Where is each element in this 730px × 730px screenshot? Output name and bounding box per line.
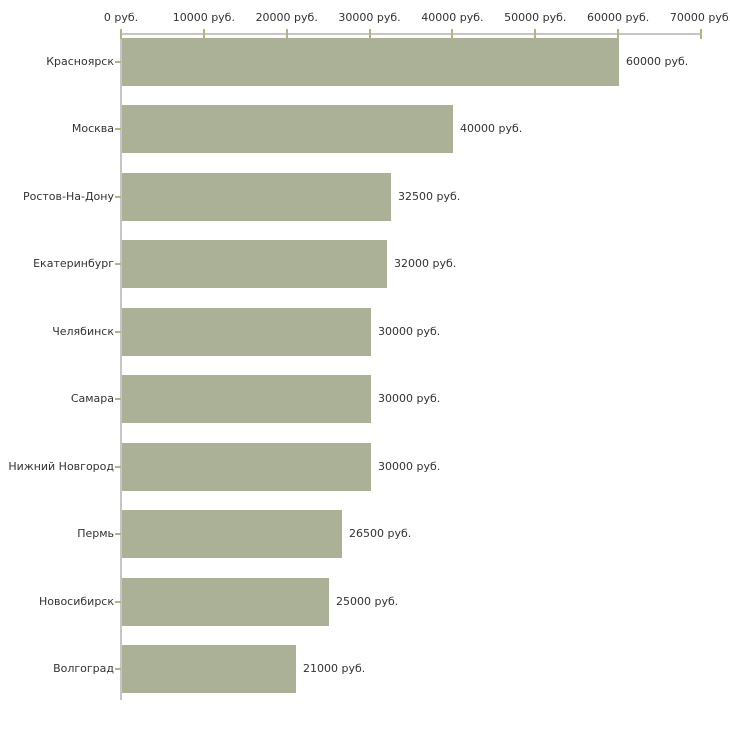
value-label: 32000 руб. (394, 257, 457, 270)
x-axis-tick-label: 60000 руб. (587, 11, 650, 24)
x-axis-tick (451, 29, 454, 39)
x-axis-tick (202, 29, 205, 39)
value-label: 40000 руб. (460, 122, 523, 135)
y-axis-tick (115, 128, 121, 130)
y-axis-tick (115, 466, 121, 468)
y-axis-tick (115, 196, 121, 198)
x-axis-tick (700, 29, 702, 39)
category-label: Ростов-На-Дону (22, 190, 114, 203)
category-label: Москва (71, 122, 114, 135)
y-axis-tick (115, 601, 121, 603)
bar (122, 645, 296, 693)
y-axis-tick (115, 668, 121, 670)
y-axis-tick (115, 61, 121, 63)
category-label: Красноярск (46, 55, 114, 68)
value-label: 30000 руб. (378, 460, 441, 473)
category-label: Новосибирск (38, 595, 114, 608)
bar (122, 38, 619, 86)
y-axis-tick (115, 331, 121, 333)
bar (122, 578, 329, 626)
x-axis-tick (368, 29, 371, 39)
x-axis-tick (285, 29, 288, 39)
value-label: 26500 руб. (349, 527, 412, 540)
category-label: Волгоград (53, 662, 114, 675)
bar (122, 105, 453, 153)
x-axis-tick-label: 50000 руб. (504, 11, 567, 24)
value-label: 60000 руб. (626, 55, 689, 68)
value-label: 30000 руб. (378, 325, 441, 338)
category-label: Челябинск (52, 325, 114, 338)
category-label: Пермь (77, 527, 114, 540)
x-axis-tick-label: 40000 руб. (421, 11, 484, 24)
category-label: Самара (70, 392, 114, 405)
x-axis-line (121, 33, 702, 35)
x-axis-tick-label: 20000 руб. (255, 11, 318, 24)
x-axis-tick (120, 29, 122, 39)
value-label: 21000 руб. (303, 662, 366, 675)
x-axis-tick-label: 30000 руб. (338, 11, 401, 24)
x-axis-tick (617, 29, 620, 39)
y-axis-tick (115, 398, 121, 400)
x-axis-tick (534, 29, 537, 39)
category-label: Нижний Новгород (8, 460, 114, 473)
bar (122, 173, 391, 221)
y-axis-line (120, 33, 122, 700)
bar (122, 443, 371, 491)
bar (122, 510, 342, 558)
value-label: 32500 руб. (398, 190, 461, 203)
value-label: 30000 руб. (378, 392, 441, 405)
bar (122, 308, 371, 356)
category-label: Екатеринбург (33, 257, 114, 270)
y-axis-tick (115, 263, 121, 265)
value-label: 25000 руб. (336, 595, 399, 608)
bar (122, 375, 371, 423)
y-axis-tick (115, 533, 121, 535)
x-axis-tick-label: 70000 руб. (669, 11, 730, 24)
bar (122, 240, 387, 288)
x-axis-tick-label: 0 руб. (103, 11, 139, 24)
x-axis-tick-label: 10000 руб. (172, 11, 235, 24)
